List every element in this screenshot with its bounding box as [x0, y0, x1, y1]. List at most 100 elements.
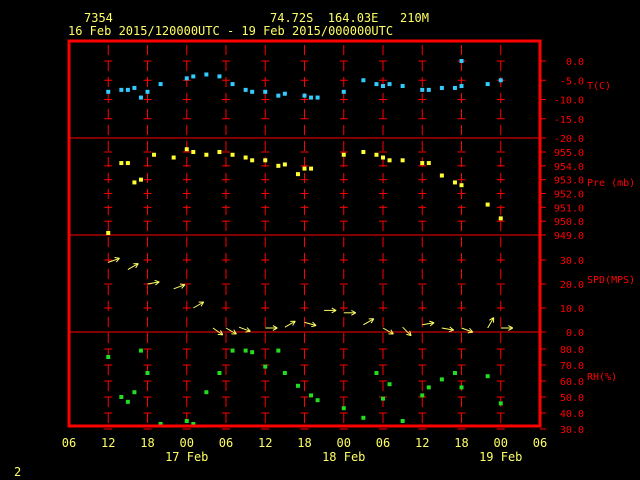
wind-arrow-shaft: [363, 318, 375, 326]
wind-arrow-shaft: [304, 321, 317, 326]
humidity-point: [439, 377, 444, 382]
temperature-point: [138, 95, 143, 100]
station-id: 7354: [84, 11, 113, 25]
wind-arrow-shaft: [147, 281, 160, 285]
temperature-point: [459, 84, 464, 89]
panel-label: Pre (mb): [587, 178, 635, 189]
wind-arrow-shaft: [238, 326, 251, 332]
temperature-point: [204, 72, 209, 77]
humidity-point: [204, 390, 209, 395]
humidity-point: [217, 371, 222, 375]
temperature-point: [341, 89, 346, 94]
pressure-point: [230, 152, 235, 157]
wind-arrow-head: [179, 283, 186, 286]
x-tick-label: 12: [101, 436, 115, 450]
wind-arrow: [500, 325, 513, 331]
wind-arrow-shaft: [284, 320, 296, 328]
pressure-point: [263, 158, 268, 163]
humidity-point: [381, 396, 385, 401]
pressure-point: [184, 147, 189, 152]
wind-arrow: [487, 317, 495, 329]
panel-label: SPD(MPS): [587, 275, 635, 286]
temperature-point: [426, 87, 431, 92]
x-tick-label: 06: [62, 436, 76, 450]
pressure-point: [138, 177, 143, 182]
humidity-point: [243, 348, 248, 353]
wind-arrow-head: [272, 325, 278, 329]
pressure-point: [217, 150, 222, 154]
y-tick-label: 20.0: [560, 280, 584, 291]
humidity-point: [420, 393, 425, 398]
y-tick-label: 50.0: [560, 393, 584, 404]
wind-arrow-head: [114, 257, 120, 259]
y-tick-label: 953.0: [554, 176, 584, 187]
wind-arrow-head: [448, 329, 454, 333]
pressure-point: [341, 152, 346, 157]
temperature-point: [420, 87, 425, 92]
temperature-point: [132, 85, 137, 90]
x-tick-label: 00: [180, 436, 194, 450]
wind-arrow-shaft: [225, 327, 237, 335]
wind-arrow-head: [429, 322, 435, 327]
y-tick-label: 30.0: [560, 256, 584, 267]
wind-arrow: [225, 327, 237, 335]
wind-arrow-shaft: [193, 301, 204, 309]
temperature-point: [452, 85, 457, 90]
pressure-point: [439, 173, 444, 178]
humidity-point: [374, 371, 379, 375]
pressure-point: [171, 155, 176, 160]
pressure-point: [204, 152, 209, 157]
y-tick-label: 0.0: [566, 57, 584, 68]
label-layer: 06 12 18 00 06 12 18 00 06 12 18 00 06 17 Feb 18 Feb 19…: [62, 57, 635, 464]
pressure-point: [452, 180, 457, 185]
temperature-point: [282, 91, 287, 96]
pressure-point: [381, 155, 385, 160]
y-tick-label: 80.0: [560, 345, 584, 356]
wind-arrow-head: [351, 312, 356, 316]
y-tick-label: 40.0: [560, 409, 584, 420]
temperature-point: [191, 74, 196, 79]
wind-arrow-head: [489, 317, 494, 321]
temperature-point: [400, 84, 405, 89]
wind-arrow-head: [181, 284, 186, 289]
wind-arrow: [147, 279, 160, 286]
humidity-point: [230, 348, 235, 353]
wind-arrow-head: [508, 325, 513, 329]
wind-arrow-head: [246, 327, 251, 332]
y-tick-label: 949.0: [554, 231, 584, 242]
pressure-point: [426, 161, 431, 166]
wind-arrow: [461, 327, 474, 334]
temperature-point: [263, 89, 268, 94]
wind-arrow-head: [312, 321, 317, 326]
y-tick-label: 955.0: [554, 148, 584, 159]
pressure-point: [387, 158, 392, 163]
humidity-point: [498, 401, 503, 406]
y-tick-label: 70.0: [560, 361, 584, 372]
wind-arrow-shaft: [487, 317, 495, 329]
humidity-point: [459, 385, 464, 390]
humidity-point: [132, 390, 137, 395]
humidity-point: [191, 422, 196, 426]
wind-arrow-head: [469, 328, 474, 333]
humidity-point: [400, 419, 405, 423]
pressure-point: [125, 161, 130, 166]
wind-arrow-head: [245, 330, 251, 333]
wind-arrow-head: [406, 333, 412, 337]
temperature-point: [250, 89, 255, 94]
wind-arrow-head: [390, 329, 394, 335]
x-date-label: 18 Feb: [322, 450, 365, 464]
wind-arrow-head: [467, 331, 473, 334]
wind-arrow-head: [155, 281, 160, 286]
temperature-point: [119, 87, 124, 92]
humidity-point: [184, 419, 189, 423]
temperature-point: [309, 95, 314, 100]
wind-arrow-head: [409, 330, 412, 336]
wind-arrow-head: [115, 257, 120, 263]
y-tick-label: 0.0: [566, 328, 584, 339]
y-tick-label: -5.0: [560, 76, 584, 87]
wind-arrow: [212, 327, 224, 336]
wind-arrow-head: [351, 309, 356, 314]
x-tick-label: 18: [454, 436, 468, 450]
x-tick-label: 00: [494, 436, 508, 450]
x-tick-label: 18: [297, 436, 311, 450]
